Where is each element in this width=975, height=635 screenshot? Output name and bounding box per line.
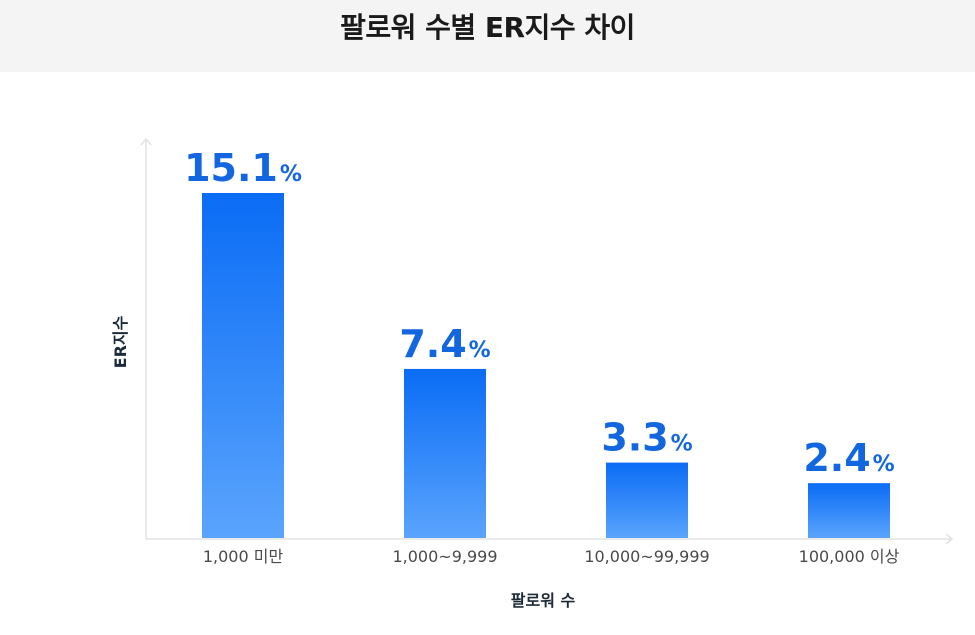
bar <box>606 462 688 538</box>
axis-lines <box>145 139 952 540</box>
bar-value-label: 15.1% <box>184 146 302 190</box>
bar <box>404 368 486 538</box>
x-tick-label: 1,000~9,999 <box>392 547 497 566</box>
y-axis-arrow <box>140 137 152 146</box>
chart-title: 팔로워 수별 ER지수 차이 <box>340 11 635 44</box>
y-axis-title: ER지수 <box>111 315 130 368</box>
bar <box>202 193 284 538</box>
bar-value-label: 3.3% <box>601 416 692 460</box>
x-tick-label: 100,000 이상 <box>799 547 900 566</box>
x-axis-title: 팔로워 수 <box>511 591 576 610</box>
x-tick-label: 10,000~99,999 <box>584 547 709 566</box>
x-tick-label: 1,000 미만 <box>203 547 284 566</box>
bar-value-label: 2.4% <box>803 436 894 480</box>
bar-value-label: 7.4% <box>399 322 490 366</box>
bar <box>808 483 890 538</box>
title-bar <box>0 0 975 72</box>
x-axis-arrow <box>945 533 954 545</box>
